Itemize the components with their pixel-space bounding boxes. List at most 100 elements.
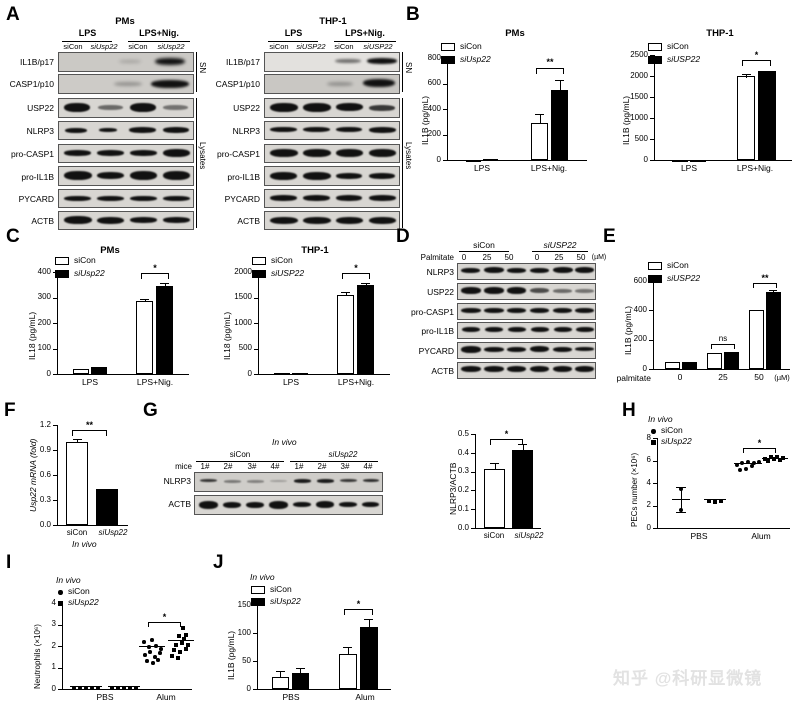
panel-g-mice-label: mice [175, 462, 192, 471]
panel-b2-xcat-lpsnig: LPS+Nig. [736, 163, 774, 173]
panel-i-mean-pbs-siusp22 [108, 686, 140, 687]
panel-d-blot-procasp1 [457, 303, 596, 320]
panel-j-legend-swatch-siusp22 [251, 598, 265, 606]
panel-f-ytick-12: 1.2 [39, 420, 51, 429]
panel-d-group-siusp22: siUSP22 [543, 240, 577, 250]
panel-j-bar-alum-sicon [339, 653, 357, 689]
panel-a-blot-pycard [58, 189, 194, 208]
panel-a2-group-rule-2 [334, 41, 396, 42]
panel-c1-bar-lps-siusp22 [91, 367, 107, 374]
panel-g-rule-sicon [196, 461, 284, 462]
panel-b2-ytick-2500: 2500 [630, 50, 648, 59]
panel-h-point [719, 499, 723, 503]
panel-b1-xcat-lpsnig: LPS+Nig. [530, 163, 568, 173]
panel-c1-sig-label: * [153, 263, 157, 273]
panel-h-point [778, 458, 782, 462]
panel-e-legend-swatch-sicon [648, 262, 662, 270]
panel-d-dose-3: 50 [504, 253, 514, 262]
panel-g-blot-nlrp3 [194, 472, 383, 492]
panel-f-sig-bracket [72, 430, 107, 436]
panel-h-point [713, 500, 717, 504]
panel-b2-title: THP-1 [706, 28, 734, 39]
panel-i-point [151, 661, 155, 665]
panel-c1-ytick-400: 400 [37, 267, 51, 276]
panel-b1-ytick-200: 200 [427, 129, 441, 138]
panel-a-lane-4: siUsp22 [157, 42, 185, 51]
panel-j-legend-label-sicon: siCon [270, 584, 292, 594]
panel-b1-ytick-400: 400 [427, 104, 441, 113]
panel-c2-bar-lpsnig-siusp22 [357, 285, 374, 374]
panel-c2-x-axis [258, 374, 390, 375]
panel-c2-sig-label: * [354, 263, 358, 273]
panel-h-legend-marker-sicon [651, 429, 656, 434]
panel-g-group-sicon: siCon [229, 450, 251, 459]
panel-e-xcat-0: 0 [677, 372, 683, 382]
panel-b2-legend-label-sicon: siCon [667, 41, 689, 51]
panel-h-point [746, 460, 750, 464]
panel-g-mouse-2: 2# [223, 462, 233, 471]
panel-b2-bar-lpsnig-siusp22 [758, 71, 776, 160]
panel-e-sig-label-50: ** [761, 273, 769, 283]
panel-b2-xcat-lps: LPS [680, 163, 698, 173]
panel-i-point [153, 655, 157, 659]
panel-e-x-axis [653, 369, 790, 370]
panel-c2-ytick-0: 0 [247, 369, 252, 378]
panel-a2-lane-4: siUSP22 [363, 42, 393, 51]
panel-e-bar-50-sicon [749, 310, 764, 369]
panel-c1-ytick-300: 300 [37, 292, 51, 301]
panel-a2-blot-proil1b [264, 166, 400, 186]
panel-i-ytick-1: 1 [51, 662, 56, 671]
panel-g-row-label-nlrp3: NLRP3 [163, 476, 191, 486]
panel-d-row-label-pycard: PYCARD [418, 346, 454, 356]
panel-a2-row-label-pycard: PYCARD [224, 194, 260, 204]
panel-i-point [154, 644, 158, 648]
panel-c2-ytick-1000: 1000 [234, 318, 252, 327]
panel-h-point [769, 455, 773, 459]
panel-b1-bar-lps-sicon [466, 159, 481, 162]
panel-i-mean-alum-sicon [139, 646, 165, 647]
panel-a-blot-il1b [58, 52, 194, 72]
panel-b2-sig-bracket [742, 60, 771, 66]
panel-i-sig-label: * [162, 612, 167, 622]
panel-e-label: E [603, 226, 616, 247]
panel-g-xcat-sicon: siCon [483, 531, 505, 540]
panel-i-point [145, 659, 149, 663]
panel-g-label: G [143, 400, 158, 421]
panel-b2-bar-lps-siusp22 [690, 159, 706, 162]
panel-b1-bar-lpsnig-siusp22 [551, 90, 568, 160]
panel-b2-ytick-2000: 2000 [630, 71, 648, 80]
panel-b1-legend-label-sicon: siCon [460, 41, 482, 51]
panel-i-sig-bracket [148, 622, 181, 627]
panel-a2-lysates-bracket [402, 98, 403, 228]
panel-c2-legend-swatch-sicon [252, 257, 266, 265]
panel-b2-x-axis [654, 160, 792, 161]
panel-f-invivo-label: In vivo [72, 539, 97, 549]
panel-d-rule-siusp22 [532, 251, 588, 252]
panel-g-group-siusp22: siUsp22 [328, 450, 358, 459]
panel-a-row-label-usp22: USP22 [27, 103, 54, 113]
panel-j-ytick-100: 100 [237, 628, 251, 637]
panel-i-mean-alum-siusp22 [168, 640, 194, 641]
panel-d-unit-label: (µM) [591, 254, 607, 261]
panel-g-ytick-05: 0.5 [457, 429, 469, 438]
panel-b1-x-axis [447, 160, 587, 161]
panel-d-row-label-proil1b: pro-IL1B [421, 326, 454, 336]
panel-c2-bar-lpsnig-sicon [337, 295, 354, 374]
panel-a-row-label-pycard: PYCARD [18, 194, 54, 204]
panel-h-legend-marker-siusp22 [651, 440, 656, 445]
panel-c2-sig-bracket [342, 273, 370, 279]
panel-b1-bar-lpsnig-sicon [531, 123, 548, 160]
panel-e-ytick-200: 200 [633, 334, 647, 343]
panel-i-point [90, 686, 94, 690]
panel-i-point [128, 686, 132, 690]
panel-b1-bar-lps-siusp22 [483, 159, 498, 162]
panel-a2-row-label-il1b: IL1B/p17 [225, 57, 260, 67]
panel-g-chart-y-axis [475, 434, 476, 528]
panel-c2-legend-swatch-siusp22 [252, 270, 266, 278]
panel-a-label: A [6, 4, 20, 25]
panel-a-group-rule-1 [62, 41, 112, 42]
panel-a2-blot-casp1 [264, 74, 400, 94]
panel-g-chart-x-axis [475, 528, 541, 529]
panel-i-invivo-label: In vivo [56, 575, 81, 585]
panel-c2-title: THP-1 [301, 245, 329, 256]
